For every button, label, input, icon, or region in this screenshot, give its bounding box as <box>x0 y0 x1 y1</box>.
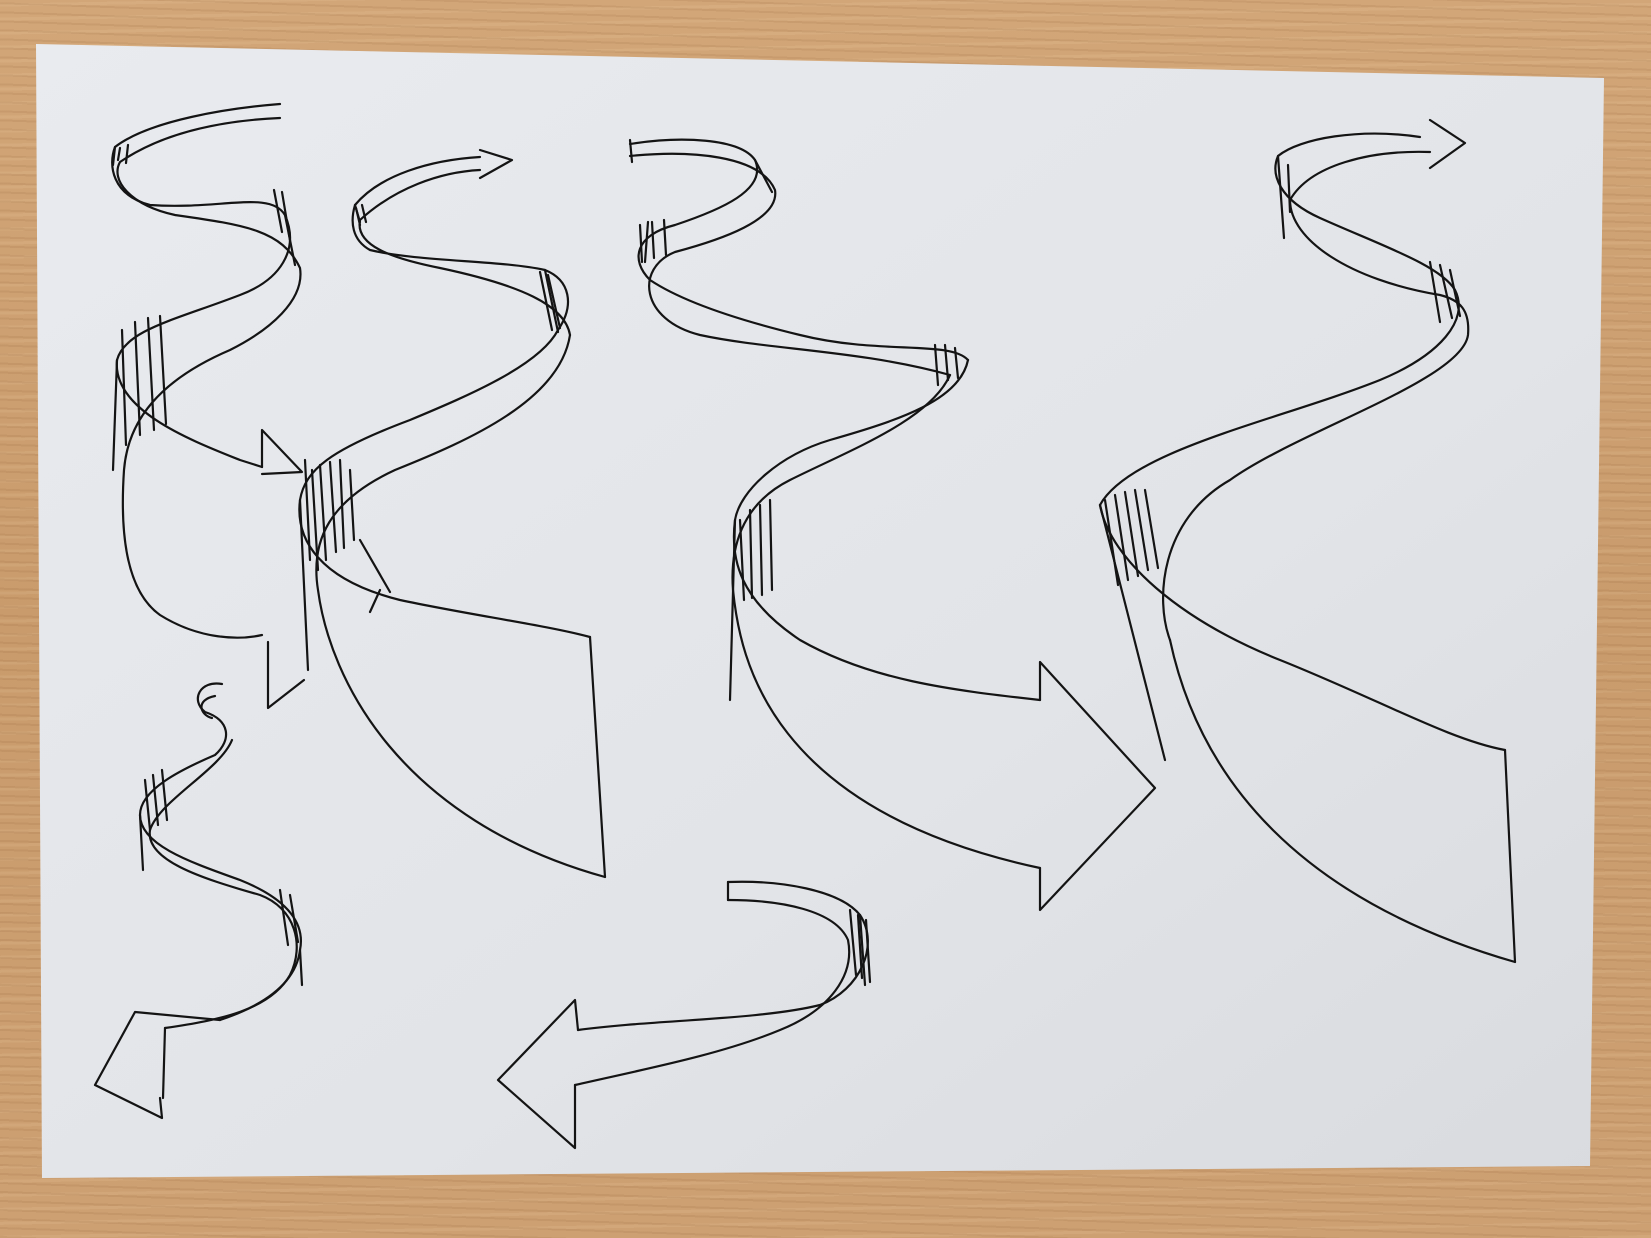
paper-sheet <box>36 44 1604 1178</box>
ribbon-arrow-small-top <box>351 148 572 337</box>
ribbon-arrow-bottom-center <box>496 880 872 1150</box>
ribbon-band-wide-left <box>298 328 607 879</box>
ribbon-arrow-top-left <box>111 102 306 710</box>
ribbon-arrow-center <box>628 138 1157 912</box>
ribbon-arrow-large-right <box>1098 118 1517 964</box>
ribbon-arrow-bottom-left <box>93 682 304 1120</box>
